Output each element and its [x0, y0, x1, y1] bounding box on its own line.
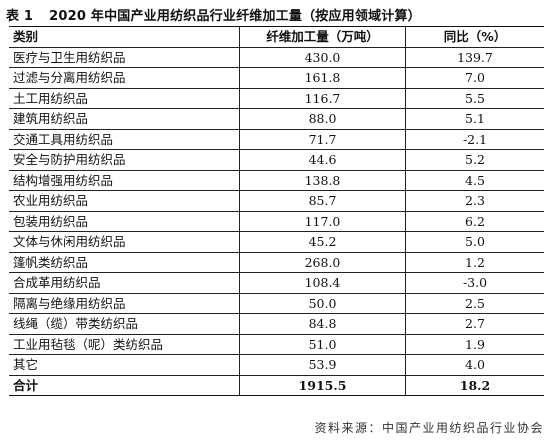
row-fiber-volume: 161.8: [239, 67, 406, 89]
table-title: 2020 年中国产业用纺织品行业纤维加工量（按应用领域计算）: [49, 9, 421, 24]
row-yoy: 4.0: [405, 354, 544, 376]
row-category: 篷帆类纺织品: [9, 252, 240, 273]
row-yoy: 1.2: [405, 252, 544, 273]
row-fiber-volume: 117.0: [239, 211, 406, 232]
row-yoy: -3.0: [405, 272, 544, 294]
table-row: 文体与休闲用纺织品 45.2 5.0: [9, 231, 544, 253]
table-row: 建筑用纺织品 88.0 5.1: [9, 108, 544, 130]
row-category: 医疗与卫生用纺织品: [9, 47, 240, 68]
row-yoy: 5.5: [405, 88, 544, 109]
total-label: 合计: [9, 375, 240, 396]
table-row: 合成革用纺织品 108.4 -3.0: [9, 272, 544, 294]
table-caption: 表 1 2020 年中国产业用纺织品行业纤维加工量（按应用领域计算）: [6, 5, 421, 24]
header-fiber-volume: 纤维加工量（万吨）: [239, 26, 406, 48]
table-row: 安全与防护用纺织品 44.6 5.2: [9, 149, 544, 171]
row-yoy: 139.7: [405, 47, 544, 68]
row-category: 文体与休闲用纺织品: [9, 231, 240, 253]
row-category: 结构增强用纺织品: [9, 170, 240, 191]
row-category: 包装用纺织品: [9, 211, 240, 232]
row-yoy: 5.1: [405, 108, 544, 130]
row-category: 建筑用纺织品: [9, 108, 240, 130]
total-fiber-volume: 1915.5: [239, 375, 406, 396]
table-row: 线绳（缆）带类纺织品 84.8 2.7: [9, 313, 544, 335]
row-fiber-volume: 51.0: [239, 334, 406, 355]
row-fiber-volume: 108.4: [239, 272, 406, 294]
row-fiber-volume: 45.2: [239, 231, 406, 253]
row-fiber-volume: 138.8: [239, 170, 406, 191]
row-category: 合成革用纺织品: [9, 272, 240, 294]
table-row: 过滤与分离用纺织品 161.8 7.0: [9, 67, 544, 89]
row-fiber-volume: 85.7: [239, 190, 406, 212]
table-row: 交通工具用纺织品 71.7 -2.1: [9, 129, 544, 150]
header-yoy: 同比（%）: [405, 26, 544, 48]
row-yoy: 2.5: [405, 293, 544, 314]
table-header-row: 类别 纤维加工量（万吨） 同比（%）: [9, 26, 544, 48]
table-row: 工业用毡毯（呢）类纺织品 51.0 1.9: [9, 334, 544, 355]
table-row: 农业用纺织品 85.7 2.3: [9, 190, 544, 212]
row-fiber-volume: 116.7: [239, 88, 406, 109]
row-yoy: 2.7: [405, 313, 544, 335]
row-yoy: 2.3: [405, 190, 544, 212]
header-category: 类别: [9, 26, 240, 48]
row-yoy: -2.1: [405, 129, 544, 150]
table-row: 结构增强用纺织品 138.8 4.5: [9, 170, 544, 191]
table-body: 医疗与卫生用纺织品 430.0 139.7 过滤与分离用纺织品 161.8 7.0 土工用纺…: [9, 47, 544, 396]
row-fiber-volume: 44.6: [239, 149, 406, 171]
table-row: 包装用纺织品 117.0 6.2: [9, 211, 544, 232]
row-yoy: 5.2: [405, 149, 544, 171]
row-category: 交通工具用纺织品: [9, 129, 240, 150]
row-category: 工业用毡毯（呢）类纺织品: [9, 334, 240, 355]
source-note: 资料来源：中国产业用纺织品行业协会: [314, 421, 544, 435]
row-fiber-volume: 50.0: [239, 293, 406, 314]
row-category: 其它: [9, 354, 240, 376]
row-fiber-volume: 53.9: [239, 354, 406, 376]
row-yoy: 6.2: [405, 211, 544, 232]
table-row: 隔离与绝缘用纺织品 50.0 2.5: [9, 293, 544, 314]
row-category: 安全与防护用纺织品: [9, 149, 240, 171]
table-row: 土工用纺织品 116.7 5.5: [9, 88, 544, 109]
table-number: 表 1: [6, 9, 34, 24]
row-category: 线绳（缆）带类纺织品: [9, 313, 240, 335]
row-fiber-volume: 71.7: [239, 129, 406, 150]
row-yoy: 7.0: [405, 67, 544, 89]
total-yoy: 18.2: [405, 375, 544, 396]
row-fiber-volume: 430.0: [239, 47, 406, 68]
data-table: 类别 纤维加工量（万吨） 同比（%） 医疗与卫生用纺织品 430.0 139.7 过滤…: [9, 26, 544, 396]
row-yoy: 1.9: [405, 334, 544, 355]
row-category: 土工用纺织品: [9, 88, 240, 109]
row-yoy: 5.0: [405, 231, 544, 253]
total-row: 合计 1915.5 18.2: [9, 375, 544, 396]
row-fiber-volume: 84.8: [239, 313, 406, 335]
row-category: 隔离与绝缘用纺织品: [9, 293, 240, 314]
row-category: 农业用纺织品: [9, 190, 240, 212]
row-fiber-volume: 88.0: [239, 108, 406, 130]
table-row: 其它 53.9 4.0: [9, 354, 544, 376]
row-category: 过滤与分离用纺织品: [9, 67, 240, 89]
table-row: 医疗与卫生用纺织品 430.0 139.7: [9, 47, 544, 68]
table-row: 篷帆类纺织品 268.0 1.2: [9, 252, 544, 273]
row-yoy: 4.5: [405, 170, 544, 191]
row-fiber-volume: 268.0: [239, 252, 406, 273]
